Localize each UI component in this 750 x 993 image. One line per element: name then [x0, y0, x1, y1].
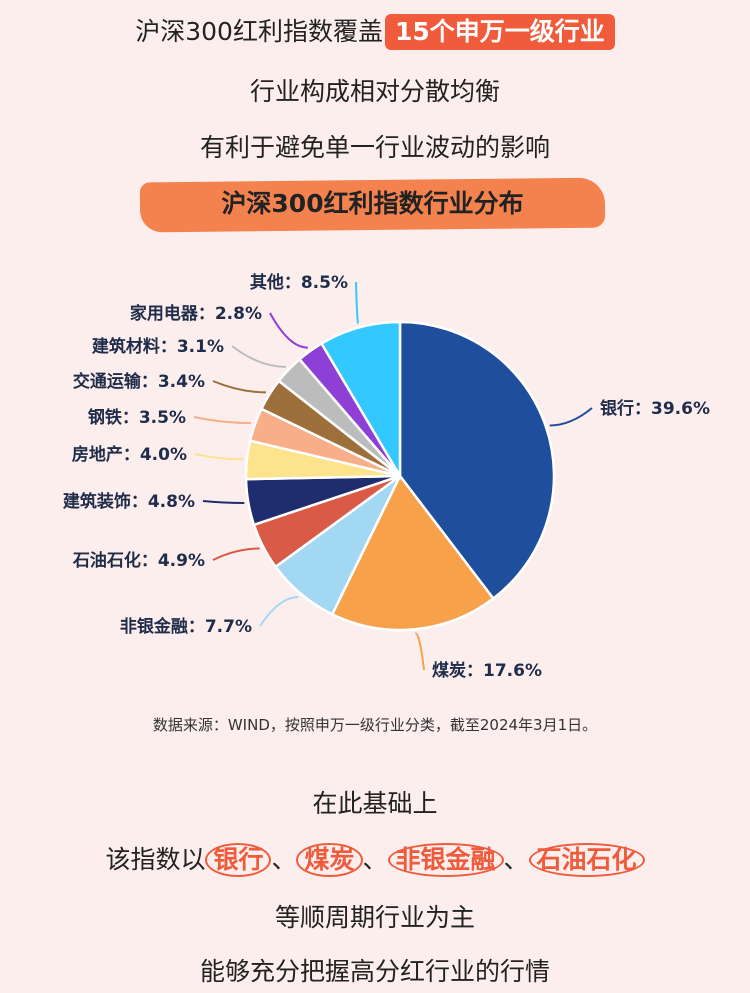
leader-line-other — [355, 281, 360, 325]
leader-line-transport — [212, 380, 266, 394]
data-label-realestate: 房地产：4.0% — [72, 444, 187, 465]
footer-line2: 该指数以 银行、煤炭、非银金融、石油石化 — [0, 842, 750, 878]
data-label-coal: 煤炭：17.6% — [432, 660, 542, 681]
footer-line4: 能够充分把握高分红行业的行情 — [199, 957, 550, 986]
footer-line1: 在此基础上 — [312, 789, 438, 818]
headline-line3: 有利于避免单一行业波动的影响 — [199, 133, 550, 162]
headline-line2: 行业构成相对分散均衡 — [249, 77, 500, 106]
data-label-construct: 建筑装饰：4.8% — [63, 491, 195, 512]
highlight-petro: 石油石化 — [528, 843, 645, 877]
pie-slice-coal — [330, 473, 496, 632]
headline-line1: 沪深300红利指数覆盖 15个申万一级行业 — [0, 14, 750, 50]
leader-line-construct — [202, 500, 245, 504]
separator: 、 — [271, 845, 297, 874]
leader-line-realestate — [194, 453, 243, 461]
data-label-appliance: 家用电器：2.8% — [130, 303, 262, 324]
data-label-material: 建筑材料：3.1% — [92, 336, 224, 357]
footer-prefix: 该指数以 — [105, 845, 206, 874]
source-note: 数据来源：WIND，按照申万一级行业分类，截至2024年3月1日。 — [152, 716, 598, 734]
leader-line-material — [231, 345, 286, 368]
leader-line-bank — [549, 407, 593, 427]
leader-line-appliance — [269, 312, 308, 349]
chart-title: 沪深300红利指数行业分布 — [221, 189, 524, 218]
footer-line3: 等顺周期行业为主 — [274, 903, 475, 932]
highlight-nonbank: 非银金融 — [387, 843, 504, 877]
separator: 、 — [362, 845, 388, 874]
data-label-bank: 银行：39.6% — [600, 398, 710, 419]
data-label-steel: 钢铁：3.5% — [88, 407, 186, 428]
data-label-other: 其他：8.5% — [250, 272, 348, 293]
highlight-coal: 煤炭 — [296, 843, 363, 877]
leader-line-coal — [414, 632, 425, 671]
headline-highlight: 15个申万一级行业 — [384, 14, 615, 50]
pie-slice-bank — [398, 320, 556, 601]
pie-slice-other — [319, 320, 402, 481]
pie-chart: 银行：39.6% 煤炭：17.6% 非银金融：7.7% 石油石化：4.9% 建筑装饰：4… — [63, 272, 710, 681]
leader-line-petro — [212, 547, 260, 561]
highlight-bank: 银行 — [205, 843, 272, 877]
headline-text: 沪深300红利指数覆盖 — [135, 17, 383, 46]
data-label-nonbank: 非银金融：7.7% — [120, 616, 252, 637]
data-label-petro: 石油石化：4.9% — [72, 550, 205, 571]
data-label-transport: 交通运输：3.4% — [73, 371, 205, 392]
leader-line-nonbank — [259, 596, 299, 627]
separator: 、 — [503, 845, 529, 874]
leader-line-steel — [193, 416, 252, 425]
